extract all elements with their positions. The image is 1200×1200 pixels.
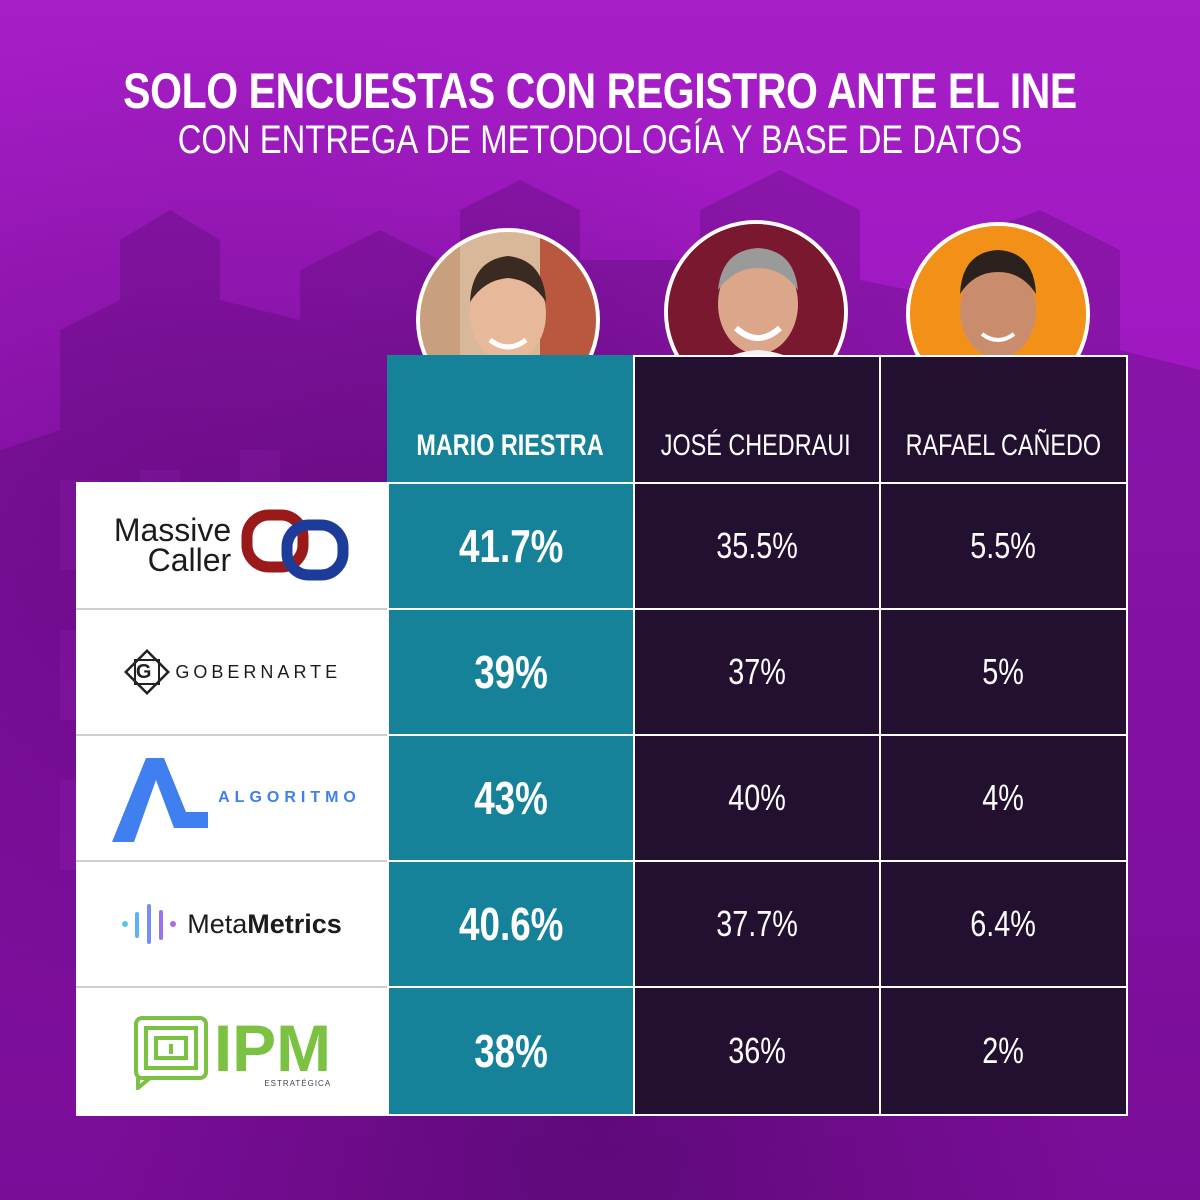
value-mario-ipm: 38%	[387, 986, 633, 1116]
pollster-logo-metametrics: Meta Metrics	[76, 860, 387, 986]
value-rafael-metametrics: 6.4%	[879, 860, 1128, 986]
ipm-maze-icon	[133, 1016, 208, 1090]
ipm-text: IPM	[213, 1010, 332, 1085]
header-cell-rafael-canedo	[879, 355, 1128, 482]
massive-caller-text-1: Massive	[113, 512, 232, 548]
metametrics-text-1: Meta	[187, 908, 248, 939]
gobernarte-icon	[123, 649, 170, 695]
header-cell-jose-chedraui	[633, 355, 879, 482]
value-jose-metametrics: 37.7%	[633, 860, 879, 986]
algoritmo-icon	[112, 758, 209, 842]
candidate-name-rafael-canedo: RAFAEL CAÑEDO	[905, 429, 1102, 462]
pollster-logo-gobernarte: G GOBERNARTE	[76, 608, 387, 734]
value-mario-massive-caller: 41.7%	[387, 482, 633, 608]
header-cell-mario-riestra	[387, 355, 633, 482]
value-jose-algoritmo: 40%	[633, 734, 879, 860]
pollster-logo-ipm: IPM ESTRATÉGICA	[76, 986, 387, 1116]
pollster-logo-massive-caller: Massive Caller	[76, 482, 387, 608]
value-rafael-ipm: 2%	[879, 986, 1128, 1116]
candidate-name-mario-riestra: MARIO RIESTRA	[416, 429, 604, 462]
value-mario-algoritmo: 43%	[387, 734, 633, 860]
gobernarte-text: GOBERNARTE	[175, 661, 342, 682]
value-jose-ipm: 36%	[633, 986, 879, 1116]
value-jose-massive-caller: 35.5%	[633, 482, 879, 608]
ipm-sub-text: ESTRATÉGICA	[264, 1078, 332, 1088]
value-rafael-massive-caller: 5.5%	[879, 482, 1128, 608]
algoritmo-text: ALGORITMO	[218, 789, 361, 806]
value-rafael-gobernarte: 5%	[879, 608, 1128, 734]
value-rafael-algoritmo: 4%	[879, 734, 1128, 860]
massive-caller-icon	[241, 509, 349, 581]
pollster-logo-algoritmo: ALGORITMO	[76, 734, 387, 860]
candidate-name-jose-chedraui: JOSÉ CHEDRAUI	[661, 429, 851, 462]
metametrics-text-2: Metrics	[247, 908, 342, 939]
value-mario-gobernarte: 39%	[387, 608, 633, 734]
massive-caller-text-2: Caller	[147, 542, 232, 578]
page-subtitle: CON ENTREGA DE METODOLOGÍA Y BASE DE DAT…	[177, 118, 1023, 162]
value-jose-gobernarte: 37%	[633, 608, 879, 734]
metametrics-icon	[122, 904, 177, 944]
page-title: SOLO ENCUESTAS CON REGISTRO ANTE EL INE	[123, 63, 1077, 119]
poll-table: MARIO RIESTRA JOSÉ CHEDRAUI RAFAEL CAÑED…	[76, 355, 1128, 1116]
value-mario-metametrics: 40.6%	[387, 860, 633, 986]
gobernarte-letter: G	[135, 660, 152, 683]
